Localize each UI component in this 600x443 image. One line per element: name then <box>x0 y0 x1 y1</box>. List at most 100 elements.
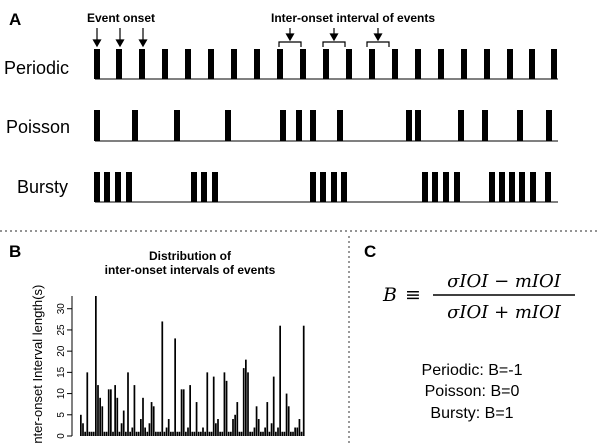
y-tick-label-5: 5 <box>56 412 67 418</box>
event-mark-bursty-6 <box>201 172 207 202</box>
event-mark-bursty-19 <box>519 172 525 202</box>
histogram-bar-33 <box>148 423 151 436</box>
histogram-bar-21 <box>122 410 125 436</box>
event-mark-periodic-10 <box>300 49 306 79</box>
histogram-bar-27 <box>135 431 138 436</box>
histogram-bar-80 <box>249 431 251 436</box>
event-mark-periodic-13 <box>369 49 375 79</box>
event-onset-annotation: Event onset <box>87 11 155 25</box>
histogram-bar-49 <box>182 389 185 436</box>
burstiness-formula: B ≡ σIOI − mIOI σIOI + mIOI <box>382 271 575 323</box>
y-axis-label: Inter-onset Interval length(s) <box>30 285 45 443</box>
histogram-bar-47 <box>178 431 181 436</box>
histogram-bar-17 <box>114 385 116 436</box>
formula-lhs: B <box>382 284 397 306</box>
histogram-bar-11 <box>101 406 104 436</box>
histogram-bar-76 <box>240 431 243 436</box>
histogram-bar-64 <box>215 423 217 436</box>
histogram-bar-9 <box>97 385 99 436</box>
histogram-bar-18 <box>116 397 119 436</box>
histogram-bar-93 <box>277 427 279 436</box>
event-mark-poisson-3 <box>174 110 180 141</box>
event-mark-bursty-21 <box>545 172 551 202</box>
event-mark-poisson-10 <box>415 110 421 141</box>
histogram-title-line2: inter-onset intervals of events <box>105 263 276 277</box>
event-mark-bursty-4 <box>126 172 132 202</box>
histogram-bar-37 <box>157 431 159 436</box>
event-mark-bursty-12 <box>422 172 428 202</box>
histogram-bar-57 <box>200 431 202 436</box>
event-mark-periodic-19 <box>507 49 513 79</box>
histogram-bar-41 <box>165 427 168 436</box>
formula-denominator: σIOI + mIOI <box>447 302 562 323</box>
event-mark-periodic-1 <box>94 49 100 79</box>
histogram-bar-79 <box>247 372 249 436</box>
histogram-bar-32 <box>146 431 149 436</box>
histogram-bars <box>80 296 305 436</box>
histogram-bar-89 <box>268 431 271 436</box>
event-mark-poisson-8 <box>337 110 343 141</box>
histogram-bar-104 <box>300 431 303 436</box>
event-mark-poisson-6 <box>296 110 302 141</box>
histogram-bar-24 <box>129 431 131 436</box>
event-mark-periodic-9 <box>277 49 283 79</box>
event-mark-periodic-12 <box>346 49 352 79</box>
summary-periodic: Periodic: B=-1 <box>422 362 523 379</box>
histogram-bar-63 <box>212 376 215 436</box>
event-mark-periodic-14 <box>392 49 398 79</box>
event-mark-poisson-7 <box>310 110 316 141</box>
event-mark-poisson-9 <box>406 110 412 141</box>
event-mark-poisson-12 <box>482 110 488 141</box>
event-mark-bursty-18 <box>509 172 515 202</box>
histogram-bar-77 <box>242 368 245 436</box>
histogram-bar-83 <box>255 406 258 436</box>
histogram-bar-103 <box>298 419 301 436</box>
events-bursty <box>94 172 551 202</box>
histogram-bar-31 <box>144 427 146 436</box>
histogram-bar-5 <box>88 431 91 436</box>
histogram-bar-7 <box>92 431 95 436</box>
row-label-bursty: Bursty <box>17 177 68 197</box>
histogram-bar-29 <box>140 419 142 436</box>
event-mark-periodic-4 <box>162 49 168 79</box>
events-periodic <box>94 49 557 79</box>
histogram-bar-74 <box>236 402 239 436</box>
summary-bursty: Bursty: B=1 <box>430 405 513 422</box>
histogram-bar-90 <box>270 423 273 436</box>
formula-numerator: σIOI − mIOI <box>447 271 562 292</box>
histogram-bar-40 <box>163 431 166 436</box>
histogram-bar-75 <box>238 431 241 436</box>
histogram-bar-68 <box>223 372 226 436</box>
event-mark-periodic-7 <box>231 49 237 79</box>
histogram-bar-99 <box>290 431 292 436</box>
row-poisson: Poisson <box>6 110 558 142</box>
histogram-bar-55 <box>195 402 198 436</box>
histogram-bar-16 <box>112 431 114 436</box>
histogram-bar-69 <box>225 380 228 436</box>
histogram-bar-85 <box>260 431 262 436</box>
histogram-bar-6 <box>90 431 93 436</box>
event-mark-periodic-21 <box>551 49 557 79</box>
histogram-bar-91 <box>272 376 275 436</box>
histogram-bar-30 <box>142 397 144 436</box>
event-mark-bursty-14 <box>443 172 449 202</box>
histogram-bar-44 <box>172 431 174 436</box>
event-mark-poisson-11 <box>458 110 464 141</box>
event-mark-poisson-13 <box>517 110 523 141</box>
histogram-bar-39 <box>161 321 164 436</box>
histogram-bar-42 <box>167 419 170 436</box>
event-mark-periodic-6 <box>208 49 214 79</box>
histogram-bar-71 <box>230 431 232 436</box>
histogram-bar-66 <box>219 431 221 436</box>
histogram-bar-86 <box>262 431 264 436</box>
panel-c-label: C <box>364 242 376 261</box>
histogram-bar-61 <box>208 431 211 436</box>
row-periodic: Periodic <box>4 49 558 80</box>
histogram-bar-98 <box>287 406 290 436</box>
event-mark-periodic-8 <box>254 49 260 79</box>
histogram-bar-92 <box>275 431 277 436</box>
histogram-bar-34 <box>150 402 153 436</box>
event-mark-bursty-8 <box>310 172 316 202</box>
summary-poisson: Poisson: B=0 <box>425 383 520 400</box>
